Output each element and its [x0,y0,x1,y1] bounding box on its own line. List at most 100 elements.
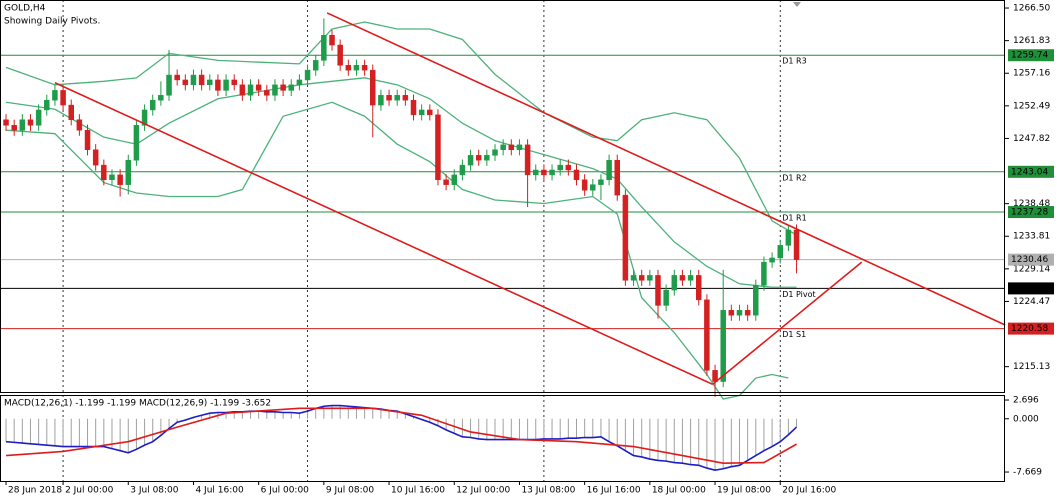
x-tick-label: 6 Jul 00:00 [261,486,310,496]
candle-body [361,65,368,71]
candle-body [141,109,148,126]
y-tick-label: 1229.14 [1013,264,1050,274]
candle-body [329,35,335,46]
trendline [712,261,863,385]
plot-area [0,0,1006,481]
pivot-label: D1 R2 [782,173,806,182]
candle-body [410,99,417,116]
candle-body [117,174,123,185]
y-tick-label: 1266.50 [1013,4,1050,14]
x-tick-label: 3 Jul 08:00 [130,486,179,496]
candle-body [84,129,91,150]
candle-body [304,69,311,81]
x-tick-label: 20 Jul 16:00 [782,486,836,496]
candle-body [394,95,400,101]
candle-body [337,44,343,66]
candle-body [3,119,9,126]
x-tick-label: 10 Jul 16:00 [391,486,445,496]
candle-body [158,95,164,101]
candle-body [687,275,694,281]
macd-label: MACD(12,26,1) -1.199 -1.199 MACD(12,26,9… [4,399,271,409]
candle-body [27,119,34,126]
candle-body [614,159,620,196]
price-box [1008,282,1054,295]
candle-body [166,74,172,96]
candle-body [198,74,205,86]
candle-body [549,169,555,176]
candle-body [264,90,270,96]
candle-body [663,289,669,306]
candle-body [418,109,425,116]
candle-body [671,275,678,291]
candle-body [11,125,17,131]
candle-body [500,144,506,150]
candle-body [223,79,229,91]
candle-body [598,179,604,185]
price-box [1008,253,1054,266]
x-tick-label: 18 Jul 00:00 [652,486,706,496]
price-box-label: 1226.34 [1011,284,1048,294]
macd-y-tick-label: -7.669 [1013,468,1042,478]
candle-body [19,119,26,131]
x-tick-label: 2 Jul 00:00 [65,486,114,496]
candle-body [459,164,466,176]
candle-body [785,229,792,246]
candle-body [516,144,523,150]
x-tick-label: 16 Jul 16:00 [587,486,641,496]
candle-body [35,109,42,126]
candle-body [492,149,498,156]
shift-marker [793,2,801,7]
bollinger-band [5,101,789,400]
candle-body [312,60,319,71]
candle-body [541,169,547,176]
pivot-label: D1 S1 [782,330,806,339]
candle-body [255,84,262,91]
candle-body [52,90,58,101]
y-tick-label: 1233.81 [1013,232,1050,242]
macd-frame [0,395,1005,482]
price-box-label: 1230.46 [1011,255,1048,265]
candle-body [744,310,751,316]
candle-body [296,79,303,86]
candle-body [92,149,99,166]
candle-body [484,155,490,161]
candle-body [769,257,775,263]
candle-body [272,84,278,96]
candle-body [753,284,759,316]
y-tick-label: 1261.83 [1013,36,1050,46]
price-box [1008,49,1054,62]
candle-body [231,79,237,86]
trendline [54,82,713,386]
price-box [1008,165,1054,178]
candle-body [215,79,221,91]
candle-body [590,184,596,191]
y-tick-label: 1215.13 [1013,362,1050,372]
candle-body [720,310,726,382]
trendline [326,12,1006,326]
candle-body [467,155,474,166]
candle-body [573,169,580,181]
candle-body [761,261,767,286]
candle-body [647,275,653,281]
candle-body [101,164,107,181]
x-tick-label: 28 Jun 2018 [8,486,62,496]
y-tick-label: 1238.48 [1013,199,1050,209]
candle-body [475,155,482,161]
candle-body [777,245,783,259]
candle-body [68,104,74,120]
price-box [1008,322,1054,335]
candle-body [435,114,441,181]
candle-body [402,95,409,101]
candle-body [524,144,531,176]
candle-body [793,229,800,260]
candle-body [386,95,392,101]
main-frame [0,0,1005,393]
candle-body [353,65,360,71]
candle-body [76,119,83,131]
x-tick-label: 12 Jul 00:00 [456,486,510,496]
candle-body [695,275,702,301]
chart-title: GOLD,H4 [4,4,46,14]
x-tick-label: 9 Jul 08:00 [326,486,375,496]
price-box-label: 1243.04 [1011,167,1048,177]
